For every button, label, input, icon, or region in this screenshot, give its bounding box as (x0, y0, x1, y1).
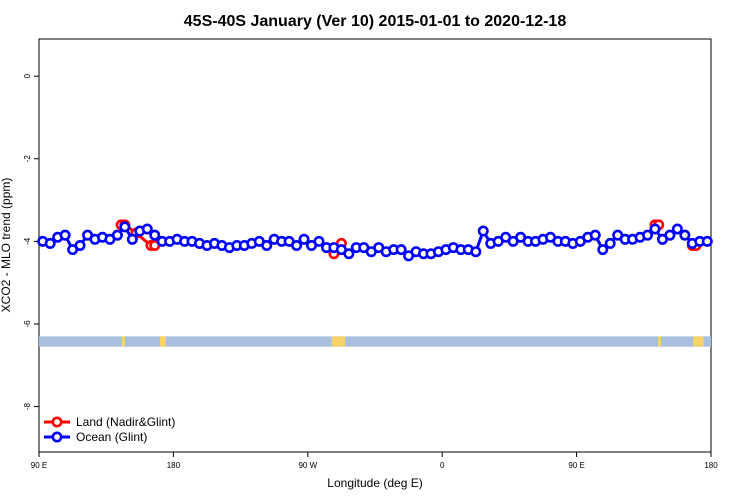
ocean-series-point (149, 229, 161, 241)
x-tick-label-5: 180 (704, 461, 718, 470)
x-axis-label: Longitude (deg E) (327, 476, 422, 490)
ocean-series-point (477, 225, 489, 237)
ocean-series-point (59, 229, 71, 241)
ocean-series-point (291, 240, 303, 252)
y-tick-label-1: -2 (23, 155, 32, 163)
y-axis-label: XCO2 - MLO trend (ppm) (0, 178, 13, 313)
legend: Land (Nadir&Glint)Ocean (Glint) (44, 415, 175, 444)
y-tick-label-0: 0 (23, 73, 32, 78)
land-segment-4 (693, 336, 704, 347)
land-ocean-mask-band (39, 336, 711, 347)
x-tick-label-0: 90 E (31, 461, 47, 470)
ocean-series-point (261, 240, 273, 252)
land-segment-0 (121, 336, 125, 347)
ocean-series-point (597, 244, 609, 256)
ocean-band (39, 336, 711, 347)
x-tick-label-1: 180 (167, 461, 181, 470)
ocean-series-point (470, 246, 482, 258)
series-layer (37, 219, 713, 262)
ocean-series-point (111, 229, 123, 241)
ocean-series-point (664, 229, 676, 241)
ocean-series-point (589, 229, 601, 241)
x-tick-label-3: 0 (440, 461, 445, 470)
ocean-series-point (298, 233, 310, 245)
ocean-series-point (44, 237, 56, 249)
x-axis: 90 E 180 90 W 0 90 E 180 (31, 452, 718, 470)
land-segment-1 (159, 336, 166, 347)
ocean-series-point (313, 235, 325, 247)
ocean-series-point (679, 229, 691, 241)
legend-label-0: Land (Nadir&Glint) (76, 415, 175, 429)
y-axis: 0 -2 -4 -6 -8 (23, 73, 39, 410)
ocean-series-point (126, 233, 138, 245)
chart-title: 45S-40S January (Ver 10) 2015-01-01 to 2… (184, 13, 567, 30)
ocean-series-point (604, 237, 616, 249)
ocean-series-point (74, 240, 86, 252)
land-segment-3 (657, 336, 661, 347)
legend-marker-1 (51, 431, 63, 443)
ocean-series-point (701, 235, 713, 247)
x-tick-label-4: 90 E (568, 461, 584, 470)
ocean-series-point (642, 229, 654, 241)
ocean-series-point (141, 223, 153, 235)
y-tick-label-3: -6 (23, 320, 32, 328)
ocean-series-point (395, 244, 407, 256)
y-tick-label-4: -8 (23, 402, 32, 410)
ocean-series-point (671, 223, 683, 235)
land-segment-2 (331, 336, 346, 347)
ocean-series-point (343, 248, 355, 260)
legend-label-1: Ocean (Glint) (76, 430, 147, 444)
legend-marker-0 (51, 416, 63, 428)
ocean-series-point (649, 223, 661, 235)
y-tick-label-2: -4 (23, 237, 32, 245)
ocean-series-point (119, 221, 131, 233)
plot-area-frame (38, 38, 712, 453)
x-tick-label-2: 90 W (298, 461, 317, 470)
